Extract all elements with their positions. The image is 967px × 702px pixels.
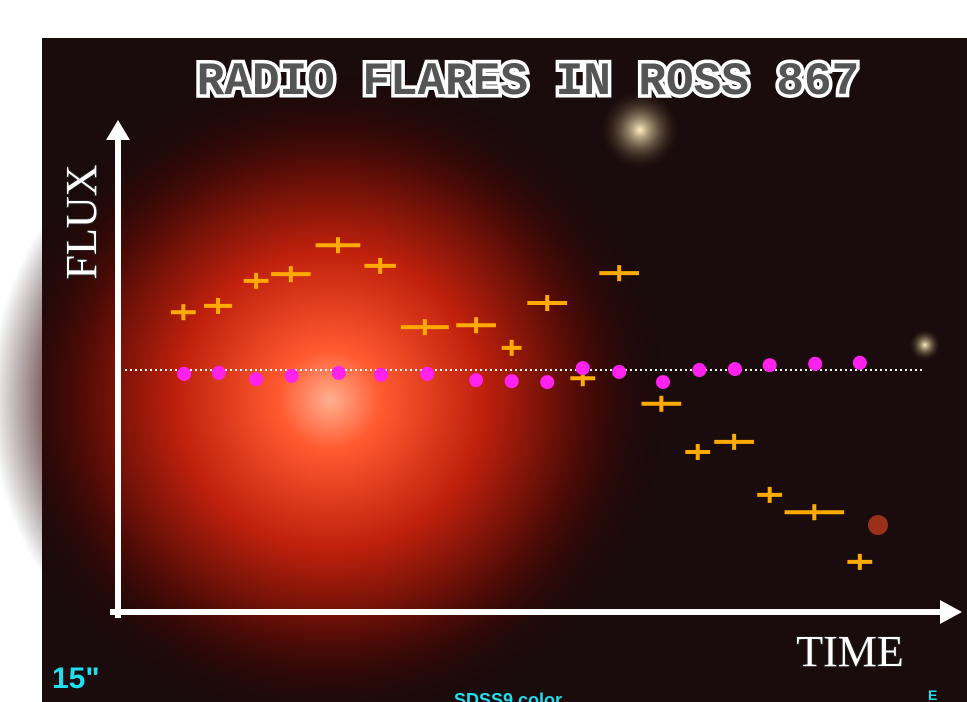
dot-point xyxy=(284,368,299,383)
dot-point xyxy=(211,365,226,380)
dot-point xyxy=(177,366,192,381)
flare-point xyxy=(243,272,269,289)
field-star xyxy=(600,90,680,170)
field-star xyxy=(909,329,941,361)
y-axis-label: FLUX xyxy=(57,165,106,280)
flare-point xyxy=(527,295,568,312)
dot-point xyxy=(575,361,590,376)
flare-point xyxy=(270,266,311,283)
flare-point xyxy=(714,433,754,450)
flare-point xyxy=(784,504,845,521)
dot-point xyxy=(727,362,742,377)
dot-point xyxy=(540,375,555,390)
x-axis-arrow xyxy=(940,600,962,624)
dot-point xyxy=(469,373,484,388)
dot-point xyxy=(420,366,435,381)
dot-point xyxy=(612,364,627,379)
direction-label: E xyxy=(928,687,937,702)
flare-point xyxy=(400,319,449,336)
star-glow xyxy=(0,70,670,702)
flare-point xyxy=(204,297,233,314)
dot-point xyxy=(852,355,867,370)
field-star xyxy=(868,515,888,535)
flare-point xyxy=(599,265,640,282)
survey-label: SDSS9 color xyxy=(454,690,562,702)
dot-point xyxy=(655,375,670,390)
flare-point xyxy=(170,304,196,321)
scale-label: 15" xyxy=(52,662,100,695)
flare-point xyxy=(847,553,873,570)
chart-title: RADIO FLARES IN ROSS 867 xyxy=(197,56,860,108)
flare-point xyxy=(501,339,522,356)
flare-point xyxy=(685,443,711,460)
dot-point xyxy=(331,365,346,380)
flare-point xyxy=(364,257,396,274)
flare-point xyxy=(757,486,783,503)
x-axis-label: TIME xyxy=(796,627,904,676)
dot-point xyxy=(504,374,519,389)
flare-point xyxy=(315,237,361,254)
dot-point xyxy=(692,363,707,378)
flare-point xyxy=(456,317,496,334)
dot-point xyxy=(808,356,823,371)
dot-point xyxy=(762,358,777,373)
dot-point xyxy=(249,372,264,387)
dot-point xyxy=(373,367,388,382)
y-axis-arrow xyxy=(106,120,130,140)
flare-point xyxy=(641,395,682,412)
